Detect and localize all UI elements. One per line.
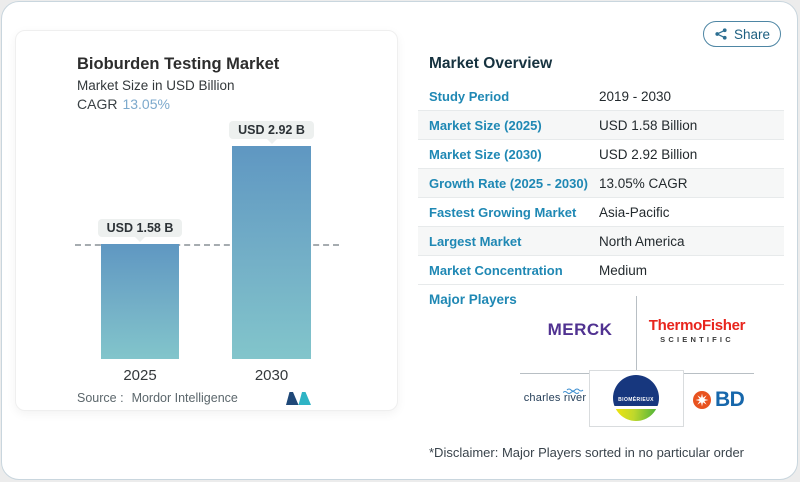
- label-pointer: [266, 139, 277, 144]
- cagr-line: CAGR 13.05%: [77, 96, 170, 112]
- players-horizontal-divider-right: [684, 373, 754, 374]
- charles-river-text: charles river: [523, 392, 587, 404]
- bd-spark-icon: [693, 391, 711, 409]
- share-icon: [715, 28, 727, 40]
- row-label: Largest Market: [429, 233, 522, 249]
- thermo-fisher-scientific-text: SCIENTIFIC: [660, 335, 734, 344]
- charles-river-waves-icon: [563, 388, 584, 394]
- table-row-study-period: Study Period 2019 - 2030: [418, 82, 784, 111]
- row-label: Fastest Growing Market: [429, 204, 577, 220]
- table-row-growth-rate: Growth Rate (2025 - 2030) 13.05% CAGR: [418, 169, 784, 198]
- bar-2025: USD 1.58 B: [97, 219, 183, 359]
- source-line: Source : Mordor Intelligence: [77, 391, 238, 405]
- bar-rect-2030: [232, 146, 311, 359]
- table-row-largest-market: Largest Market North America: [418, 227, 784, 256]
- biomerieux-logo-box: BIOMÉRIEUX: [589, 370, 684, 427]
- table-row-market-size-2025: Market Size (2025) USD 1.58 Billion: [418, 111, 784, 140]
- share-button-label: Share: [733, 26, 771, 42]
- biomerieux-navy-half: BIOMÉRIEUX: [613, 375, 659, 406]
- baseline-dashed-line: [75, 244, 339, 246]
- row-value: 2019 - 2030: [599, 88, 672, 104]
- overview-heading: Market Overview: [429, 55, 553, 72]
- x-axis-label-2030: 2030: [254, 367, 289, 384]
- biomerieux-white-gap: [613, 406, 659, 409]
- table-row-market-concentration: Market Concentration Medium: [418, 256, 784, 285]
- row-label: Growth Rate (2025 - 2030): [429, 175, 588, 191]
- players-vertical-divider: [636, 296, 637, 370]
- cagr-value: 13.05%: [122, 96, 170, 112]
- bar-2030: USD 2.92 B: [229, 121, 314, 359]
- row-value: 13.05% CAGR: [599, 175, 688, 191]
- row-label: Market Size (2025): [429, 117, 542, 133]
- bd-logo: BD: [693, 388, 745, 412]
- table-row-fastest-growing-market: Fastest Growing Market Asia-Pacific: [418, 198, 784, 227]
- bar-rect-2025: [101, 244, 179, 359]
- disclaimer-text: *Disclaimer: Major Players sorted in no …: [429, 445, 745, 460]
- row-value: Asia-Pacific: [599, 204, 670, 220]
- mordor-intelligence-logo-icon: [286, 392, 311, 405]
- chart-title: Bioburden Testing Market: [77, 55, 280, 73]
- merck-logo: MERCK: [547, 320, 613, 339]
- source-label: Source :: [77, 391, 124, 405]
- row-label: Market Concentration: [429, 262, 563, 278]
- table-row-market-size-2030: Market Size (2030) USD 2.92 Billion: [418, 140, 784, 169]
- row-label: Market Size (2030): [429, 146, 542, 162]
- x-axis-label-2025: 2025: [123, 367, 157, 384]
- charles-river-logo: charles river: [521, 388, 589, 404]
- row-label: Study Period: [429, 88, 510, 104]
- market-size-chart-card: Bioburden Testing Market Market Size in …: [15, 30, 398, 411]
- biomerieux-text: BIOMÉRIEUX: [618, 397, 654, 403]
- row-value: USD 1.58 Billion: [599, 117, 698, 133]
- share-button[interactable]: Share: [703, 21, 781, 47]
- thermo-fisher-logo: ThermoFisher SCIENTIFIC: [647, 317, 747, 344]
- bd-text: BD: [715, 388, 745, 411]
- row-value: Medium: [599, 262, 648, 278]
- cagr-label: CAGR: [77, 96, 118, 112]
- biomerieux-logo: BIOMÉRIEUX: [613, 375, 659, 421]
- row-value: USD 2.92 Billion: [599, 146, 698, 162]
- row-value: North America: [599, 233, 685, 249]
- overview-table: Study Period 2019 - 2030 Market Size (20…: [418, 82, 784, 285]
- bar-value-label-2030: USD 2.92 B: [229, 121, 314, 139]
- bar-value-label-2025: USD 1.58 B: [97, 219, 183, 237]
- players-horizontal-divider-left: [520, 373, 589, 374]
- thermo-fisher-wordmark: ThermoFisher: [648, 317, 746, 334]
- label-pointer: [135, 237, 145, 242]
- biomerieux-gradient-crescent: [613, 409, 659, 421]
- major-players-label: Major Players: [429, 292, 517, 307]
- chart-subtitle: Market Size in USD Billion: [77, 78, 235, 93]
- source-value: Mordor Intelligence: [131, 391, 238, 405]
